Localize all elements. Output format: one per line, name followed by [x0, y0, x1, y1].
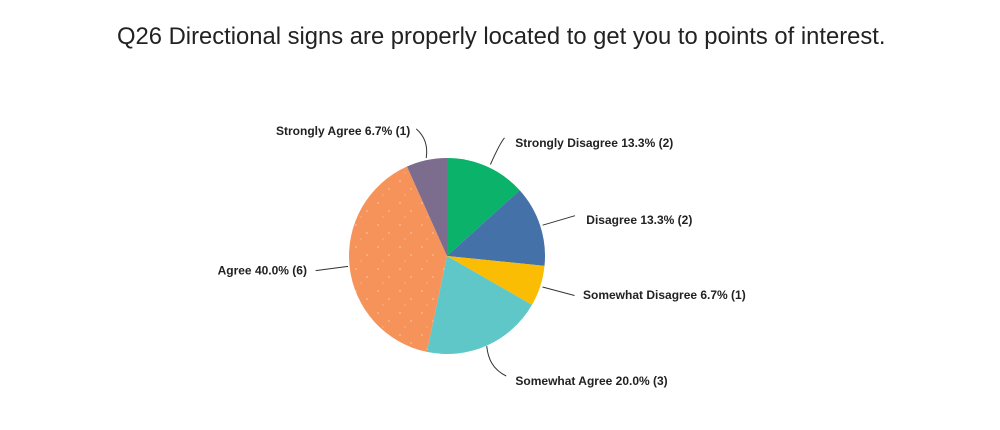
- svg-text:Strongly Agree 6.7% (1): Strongly Agree 6.7% (1): [276, 124, 410, 138]
- svg-text:Agree 40.0% (6): Agree 40.0% (6): [218, 264, 307, 278]
- svg-text:Strongly Disagree 13.3% (2): Strongly Disagree 13.3% (2): [515, 136, 673, 150]
- svg-text:Somewhat Disagree 6.7% (1): Somewhat Disagree 6.7% (1): [583, 288, 746, 302]
- svg-text:Somewhat Agree 20.0% (3): Somewhat Agree 20.0% (3): [515, 374, 667, 388]
- svg-text:Disagree 13.3% (2): Disagree 13.3% (2): [586, 213, 692, 227]
